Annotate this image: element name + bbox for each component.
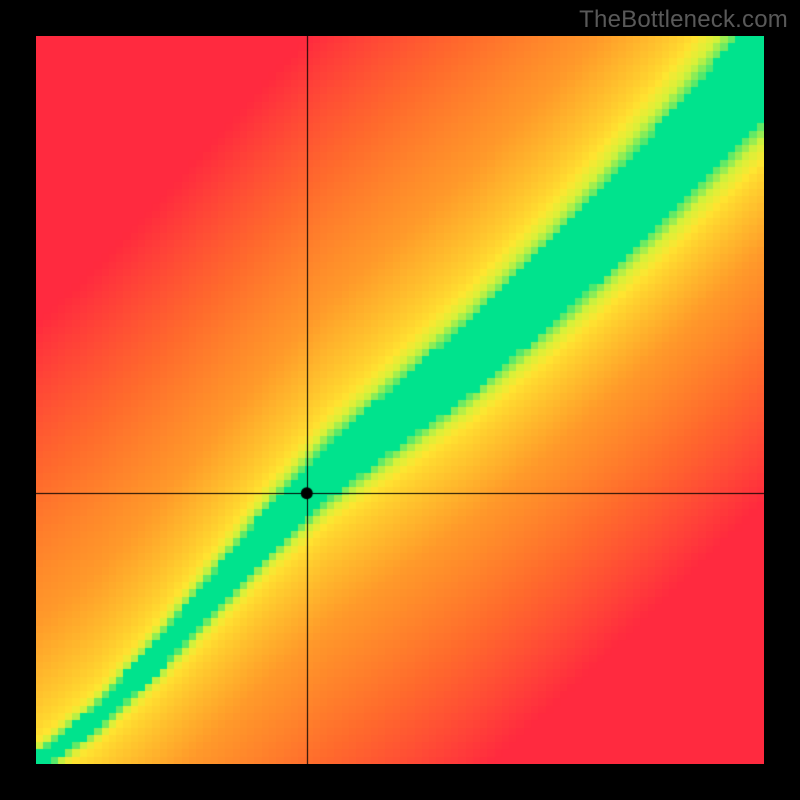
watermark-text: TheBottleneck.com — [579, 6, 788, 34]
crosshair-overlay — [36, 36, 764, 764]
